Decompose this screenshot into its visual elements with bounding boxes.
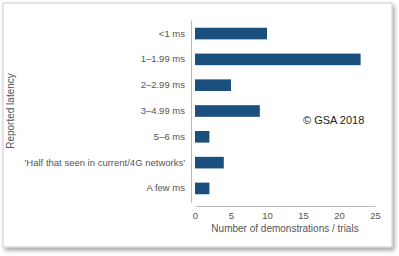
x-tick: 0 [193,206,198,221]
y-tick: 5–6 ms [154,131,191,142]
plot: 0 5 10 15 20 25 <1 ms 1–1.99 ms 2–2.99 ms 3–4.99 … [25,21,381,221]
x-tick-label: 10 [262,210,273,221]
bar [195,54,361,66]
x-axis: 0 5 10 15 20 25 [193,206,381,221]
x-tick: 20 [334,206,345,221]
bar [195,131,209,143]
annotation: © GSA 2018 [303,114,364,126]
y-axis-title: Reported latency [5,73,16,149]
y-tick: A few ms [146,182,191,193]
x-tick: 25 [370,206,381,221]
y-tick-label: <1 ms [159,28,185,39]
y-tick: <1 ms [159,28,191,39]
y-axis: <1 ms 1–1.99 ms 2–2.99 ms 3–4.99 ms 5–6 ms 'H… [25,21,192,203]
x-tick-label: 0 [193,210,198,221]
y-tick-label: 3–4.99 ms [141,105,186,116]
y-tick: 2–2.99 ms [141,79,191,90]
x-tick-label: 25 [370,210,381,221]
bar [195,157,224,169]
x-tick-label: 20 [334,210,345,221]
y-tick-label: 'Half that seen in current/4G networks' [25,157,186,168]
card [3,3,392,247]
x-axis-title: Number of demonstrations / trials [211,223,358,234]
x-tick-label: 15 [298,210,309,221]
y-tick-label: 2–2.99 ms [141,79,186,90]
chart: 0 5 10 15 20 25 <1 ms 1–1.99 ms 2–2.99 ms 3–4.99 … [0,0,399,256]
y-tick: 1–1.99 ms [141,53,191,64]
y-tick-label: A few ms [146,182,185,193]
x-tick: 10 [262,206,273,221]
x-tick: 5 [229,206,234,221]
bar [195,28,267,40]
bar [195,79,231,91]
y-tick: 3–4.99 ms [141,105,191,116]
bars [195,28,361,195]
bar [195,183,209,195]
y-axis-line [191,21,192,203]
y-tick-label: 5–6 ms [154,131,185,142]
x-tick: 15 [298,206,309,221]
y-tick-label: 1–1.99 ms [141,53,186,64]
x-tick-label: 5 [229,210,234,221]
y-tick: 'Half that seen in current/4G networks' [25,157,191,168]
x-axis-line [196,206,376,207]
bar [195,105,260,117]
